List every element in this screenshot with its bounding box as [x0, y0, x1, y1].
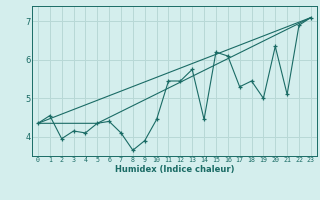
X-axis label: Humidex (Indice chaleur): Humidex (Indice chaleur): [115, 165, 234, 174]
